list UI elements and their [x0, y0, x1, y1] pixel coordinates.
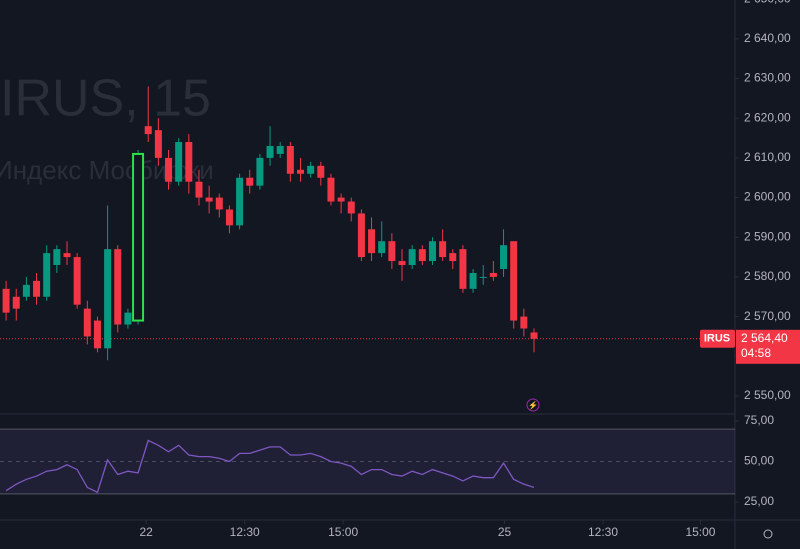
- x-tick-label: 25: [498, 525, 512, 539]
- y-tick-label: 2 550,00: [744, 388, 791, 402]
- symbol-label: IRUS: [704, 333, 730, 345]
- candle-body: [459, 249, 467, 289]
- candle-body: [418, 249, 426, 262]
- candle-body: [337, 197, 345, 202]
- candle-body: [165, 157, 173, 182]
- candle-body: [368, 229, 376, 254]
- candle-body: [43, 253, 51, 297]
- candle-body: [489, 272, 497, 277]
- candle-body: [185, 142, 193, 182]
- candle-body: [93, 320, 101, 349]
- candle-body: [428, 241, 436, 262]
- candle-body: [307, 165, 315, 174]
- candle-body: [327, 177, 335, 202]
- y-tick-label: 25,00: [744, 494, 774, 508]
- candle-body: [2, 288, 10, 313]
- y-tick-label: 2 650,00: [744, 0, 791, 5]
- watermark-title: IRUS, 15: [0, 70, 211, 128]
- candle-body: [205, 197, 213, 202]
- candle-body: [236, 177, 244, 226]
- candle-body: [53, 249, 61, 266]
- y-tick-label: 2 640,00: [744, 31, 791, 45]
- candle-body: [276, 145, 284, 154]
- candle-body: [266, 145, 274, 158]
- candle-body: [469, 272, 477, 289]
- candle-body: [12, 296, 20, 309]
- price-tag: [736, 329, 800, 364]
- last-price-label: 2 564,40: [741, 331, 788, 345]
- candle-body: [215, 197, 223, 210]
- y-tick-label: 2 610,00: [744, 150, 791, 164]
- candle-body: [33, 280, 41, 297]
- candle-body: [83, 308, 91, 337]
- y-tick-label: 50,00: [744, 454, 774, 468]
- candle-body: [246, 177, 254, 186]
- y-tick-label: 2 580,00: [744, 269, 791, 283]
- candle-body: [500, 245, 508, 269]
- candle-body: [398, 261, 406, 266]
- candle-body: [114, 249, 122, 325]
- event-icon[interactable]: [526, 398, 540, 412]
- candle-body: [154, 130, 162, 158]
- candle-body: [124, 312, 132, 325]
- y-tick-label: 2 600,00: [744, 190, 791, 204]
- candle-body: [510, 241, 518, 321]
- candle-body: [408, 249, 416, 266]
- candle-body: [256, 157, 264, 186]
- candle-body: [347, 201, 355, 214]
- candle-body: [439, 241, 447, 258]
- candle-body: [530, 332, 538, 339]
- y-tick-label: 75,00: [744, 413, 774, 427]
- candle-body: [63, 253, 71, 258]
- symbol-tag: [700, 329, 735, 348]
- candle-body: [144, 126, 152, 135]
- y-tick-label: 2 630,00: [744, 71, 791, 85]
- candle-body: [22, 284, 30, 297]
- candle-body: [73, 257, 81, 305]
- y-tick-label: 2 570,00: [744, 309, 791, 323]
- candle-body: [520, 316, 528, 329]
- y-tick-label: 2 620,00: [744, 110, 791, 124]
- candle-body: [296, 169, 304, 174]
- candle-body: [388, 241, 396, 262]
- candle-body: [479, 276, 487, 278]
- candle-body: [286, 145, 294, 174]
- event-icon-glyph[interactable]: ⚡: [528, 400, 538, 410]
- x-tick-label: 22: [140, 525, 154, 539]
- x-tick-label: 15:00: [328, 525, 358, 539]
- settings-icon[interactable]: [763, 529, 773, 539]
- candle-body: [225, 209, 233, 226]
- rsi-line: [5, 439, 535, 494]
- x-tick-label: 15:00: [685, 525, 715, 539]
- candle-body: [175, 142, 183, 182]
- candle-body: [378, 241, 386, 254]
- candle-body: [195, 181, 203, 198]
- candle-body: [317, 165, 325, 178]
- x-tick-label: 12:30: [230, 525, 260, 539]
- candle-body: [449, 253, 457, 262]
- y-tick-label: 2 590,00: [744, 229, 791, 243]
- candle-body: [132, 152, 145, 322]
- x-tick-label: 12:30: [588, 525, 618, 539]
- candle-body: [357, 213, 365, 258]
- candle-body: [104, 249, 112, 349]
- countdown-label: 04:58: [741, 346, 771, 360]
